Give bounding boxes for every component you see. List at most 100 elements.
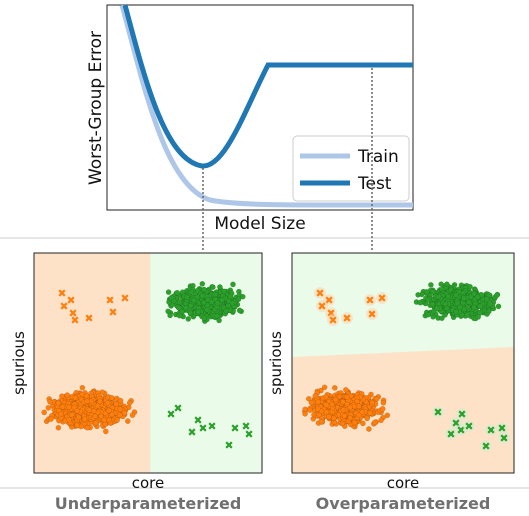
orange-point — [344, 394, 350, 400]
green-minority-point — [167, 410, 175, 418]
green-point — [417, 299, 424, 306]
green-point — [216, 317, 222, 324]
orange-point — [126, 399, 133, 406]
orange-point — [366, 426, 372, 432]
green-point — [176, 305, 183, 311]
green-point — [438, 281, 445, 288]
orange-point — [384, 412, 391, 419]
orange-point — [351, 419, 358, 426]
green-minority-point — [434, 408, 442, 416]
orange-minority-point — [60, 302, 68, 310]
green-region — [150, 253, 262, 473]
orange-minority-point — [378, 294, 386, 302]
orange-minority-point — [329, 316, 337, 324]
panel-xlabel: core — [132, 474, 165, 492]
orange-minority-point — [67, 296, 75, 304]
legend-train-label: Train — [357, 147, 399, 167]
green-point — [176, 312, 183, 319]
green-point — [453, 308, 459, 315]
green-point — [478, 291, 485, 298]
green-point — [467, 283, 473, 290]
orange-point — [48, 416, 54, 422]
green-point — [221, 288, 227, 295]
green-point — [493, 292, 500, 299]
green-point — [208, 299, 215, 306]
green-point — [453, 292, 459, 298]
orange-point — [103, 428, 109, 435]
panel-caption: Underparameterized — [55, 494, 242, 513]
green-point — [483, 296, 490, 302]
orange-point — [359, 409, 366, 415]
orange-point — [323, 409, 330, 415]
orange-point — [104, 400, 111, 407]
top-xlabel: Model Size — [214, 214, 305, 234]
orange-region — [34, 253, 150, 473]
orange-point — [330, 415, 337, 422]
orange-point — [351, 403, 358, 410]
green-point — [423, 289, 430, 295]
orange-minority-point — [343, 314, 351, 322]
orange-minority-point — [109, 308, 117, 316]
legend: Train Test — [292, 135, 410, 202]
green-point — [174, 289, 180, 296]
green-point — [204, 302, 211, 309]
orange-point — [314, 405, 321, 412]
orange-point — [116, 412, 123, 418]
green-point — [188, 289, 195, 295]
panel-ylabel: spurious — [267, 331, 285, 395]
green-point — [191, 297, 197, 304]
green-point — [185, 316, 192, 322]
orange-minority-point — [318, 302, 326, 310]
orange-point — [318, 418, 325, 425]
green-point — [471, 304, 477, 311]
panel-overparameterized: spurious core Overparameterized — [267, 252, 515, 513]
orange-point — [315, 399, 322, 405]
green-point — [184, 294, 190, 301]
orange-point — [55, 400, 62, 406]
green-minority-point — [245, 430, 253, 438]
orange-region — [292, 347, 514, 473]
orange-point — [109, 411, 115, 418]
orange-point — [336, 393, 343, 400]
orange-point — [114, 417, 120, 423]
orange-point — [74, 422, 80, 429]
orange-point — [90, 408, 97, 415]
green-point — [475, 314, 482, 320]
green-minority-point — [498, 424, 506, 432]
green-point — [187, 310, 194, 316]
green-point — [474, 294, 481, 300]
green-minority-point — [174, 404, 182, 412]
orange-point — [341, 413, 348, 419]
green-point — [194, 294, 201, 300]
orange-point — [302, 406, 309, 413]
green-minority-point — [188, 428, 196, 436]
orange-minority-point — [366, 296, 374, 304]
green-point — [210, 284, 216, 290]
green-point — [444, 281, 450, 288]
orange-point — [64, 392, 70, 398]
orange-point — [364, 415, 370, 422]
green-point — [454, 300, 461, 307]
orange-point — [86, 407, 92, 414]
orange-point — [360, 420, 366, 427]
orange-minority-point — [316, 289, 324, 297]
orange-point — [323, 394, 329, 400]
green-minority-point — [199, 424, 207, 432]
panel-underparameterized: spurious core Underparameterized — [10, 252, 263, 513]
green-point — [486, 308, 492, 315]
orange-point — [369, 399, 376, 406]
panel-xlabel: core — [387, 474, 420, 492]
green-point — [201, 315, 207, 321]
green-minority-point — [208, 422, 216, 430]
orange-minority-point — [85, 314, 93, 322]
orange-point — [121, 410, 128, 416]
green-point — [199, 293, 206, 299]
top-ylabel: Worst-Group Error — [86, 31, 106, 185]
orange-point — [41, 409, 48, 416]
green-point — [201, 286, 207, 293]
orange-point — [55, 424, 62, 431]
orange-point — [66, 404, 72, 411]
green-point — [487, 301, 493, 307]
orange-point — [97, 398, 103, 405]
orange-point — [109, 394, 115, 401]
